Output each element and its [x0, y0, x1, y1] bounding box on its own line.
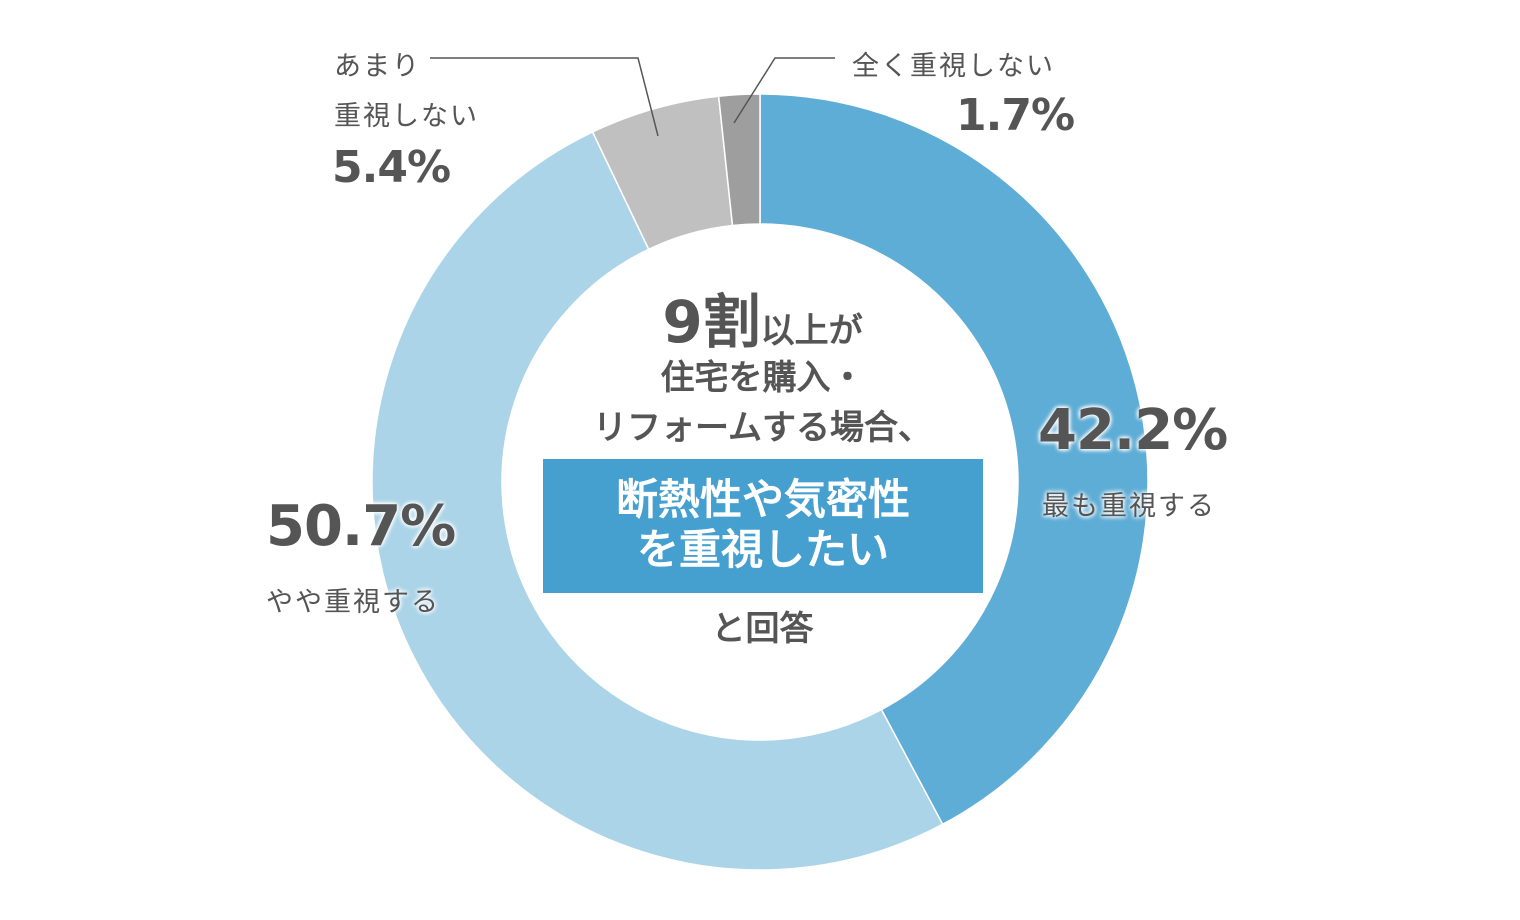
value-most-important: 42.2% [1038, 398, 1228, 463]
label-rarely-line2: 重視しない [334, 101, 479, 132]
label-most-important: 最も重視する [1042, 491, 1216, 522]
highlight-line2: を重視したい [636, 525, 889, 574]
center-highlight-box: 断熱性や気密性 を重視したい [543, 459, 983, 593]
center-line3: リフォームする場合、 [593, 408, 932, 448]
center-message: 9割以上が 住宅を購入・ リフォームする場合、 断熱性や気密性 を重視したい と… [540, 293, 985, 650]
leader-line-not-at-all [733, 57, 835, 124]
donut-slice-0 [759, 93, 1149, 826]
highlight-line1: 断熱性や気密性 [615, 475, 910, 524]
label-somewhat-important: やや重視する [266, 587, 440, 618]
label-not-at-all: 全く重視しない [852, 51, 1055, 82]
center-line2: 住宅を購入・ [660, 358, 865, 398]
label-rarely-line1: あまり [334, 51, 421, 82]
center-tail: と回答 [711, 609, 814, 649]
leader-line-rarely [430, 57, 659, 137]
center-line1-rest: 以上が [760, 311, 863, 351]
value-not-at-all: 1.7% [956, 90, 1075, 141]
donut-slice-1 [371, 130, 944, 871]
donut-slice-3 [717, 93, 761, 227]
value-rarely: 5.4% [332, 142, 451, 193]
center-big: 9割 [662, 288, 761, 356]
center-line1: 9割以上が [540, 293, 985, 353]
value-somewhat-important: 50.7% [266, 494, 456, 559]
